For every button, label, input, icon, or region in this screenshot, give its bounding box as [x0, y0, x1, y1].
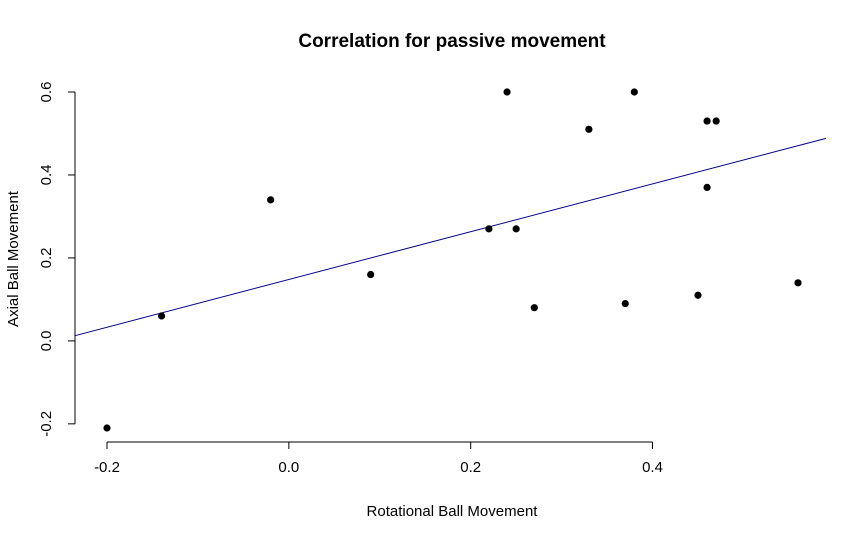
chart-title: Correlation for passive movement [298, 31, 606, 52]
data-point [621, 299, 629, 308]
x-tick-label: 0.0 [278, 459, 299, 476]
y-tick-label: 0.4 [38, 165, 55, 186]
x-tick-label: 0.2 [460, 459, 481, 476]
data-point [103, 424, 111, 432]
y-tick-label: 0.0 [38, 330, 55, 351]
x-tick-label: -0.2 [94, 459, 120, 476]
data-point [367, 270, 375, 279]
data-point [712, 117, 720, 125]
y-tick-label: 0.6 [38, 82, 55, 103]
plot-area [74, 88, 827, 432]
data-point [703, 183, 711, 192]
data-point [703, 117, 711, 125]
data-point [485, 225, 493, 233]
data-point [694, 291, 702, 299]
y-tick-label: -0.2 [38, 411, 55, 437]
data-point [530, 304, 538, 312]
data-point [630, 88, 638, 96]
data-point [585, 125, 593, 133]
y-axis: -0.2 0.0 0.2 0.4 0.6 [38, 82, 76, 437]
regression-line [74, 137, 827, 337]
data-point [267, 196, 275, 204]
data-point [503, 88, 511, 96]
data-point [794, 279, 802, 287]
x-axis: -0.2 0.0 0.2 0.4 [94, 441, 663, 476]
x-axis-label: Rotational Ball Movement [367, 503, 539, 520]
x-tick-label: 0.4 [642, 459, 663, 476]
y-tick-label: 0.2 [38, 247, 55, 268]
data-point [157, 312, 166, 320]
y-axis-label: Axial Ball Movement [5, 190, 22, 327]
data-point [512, 225, 520, 233]
